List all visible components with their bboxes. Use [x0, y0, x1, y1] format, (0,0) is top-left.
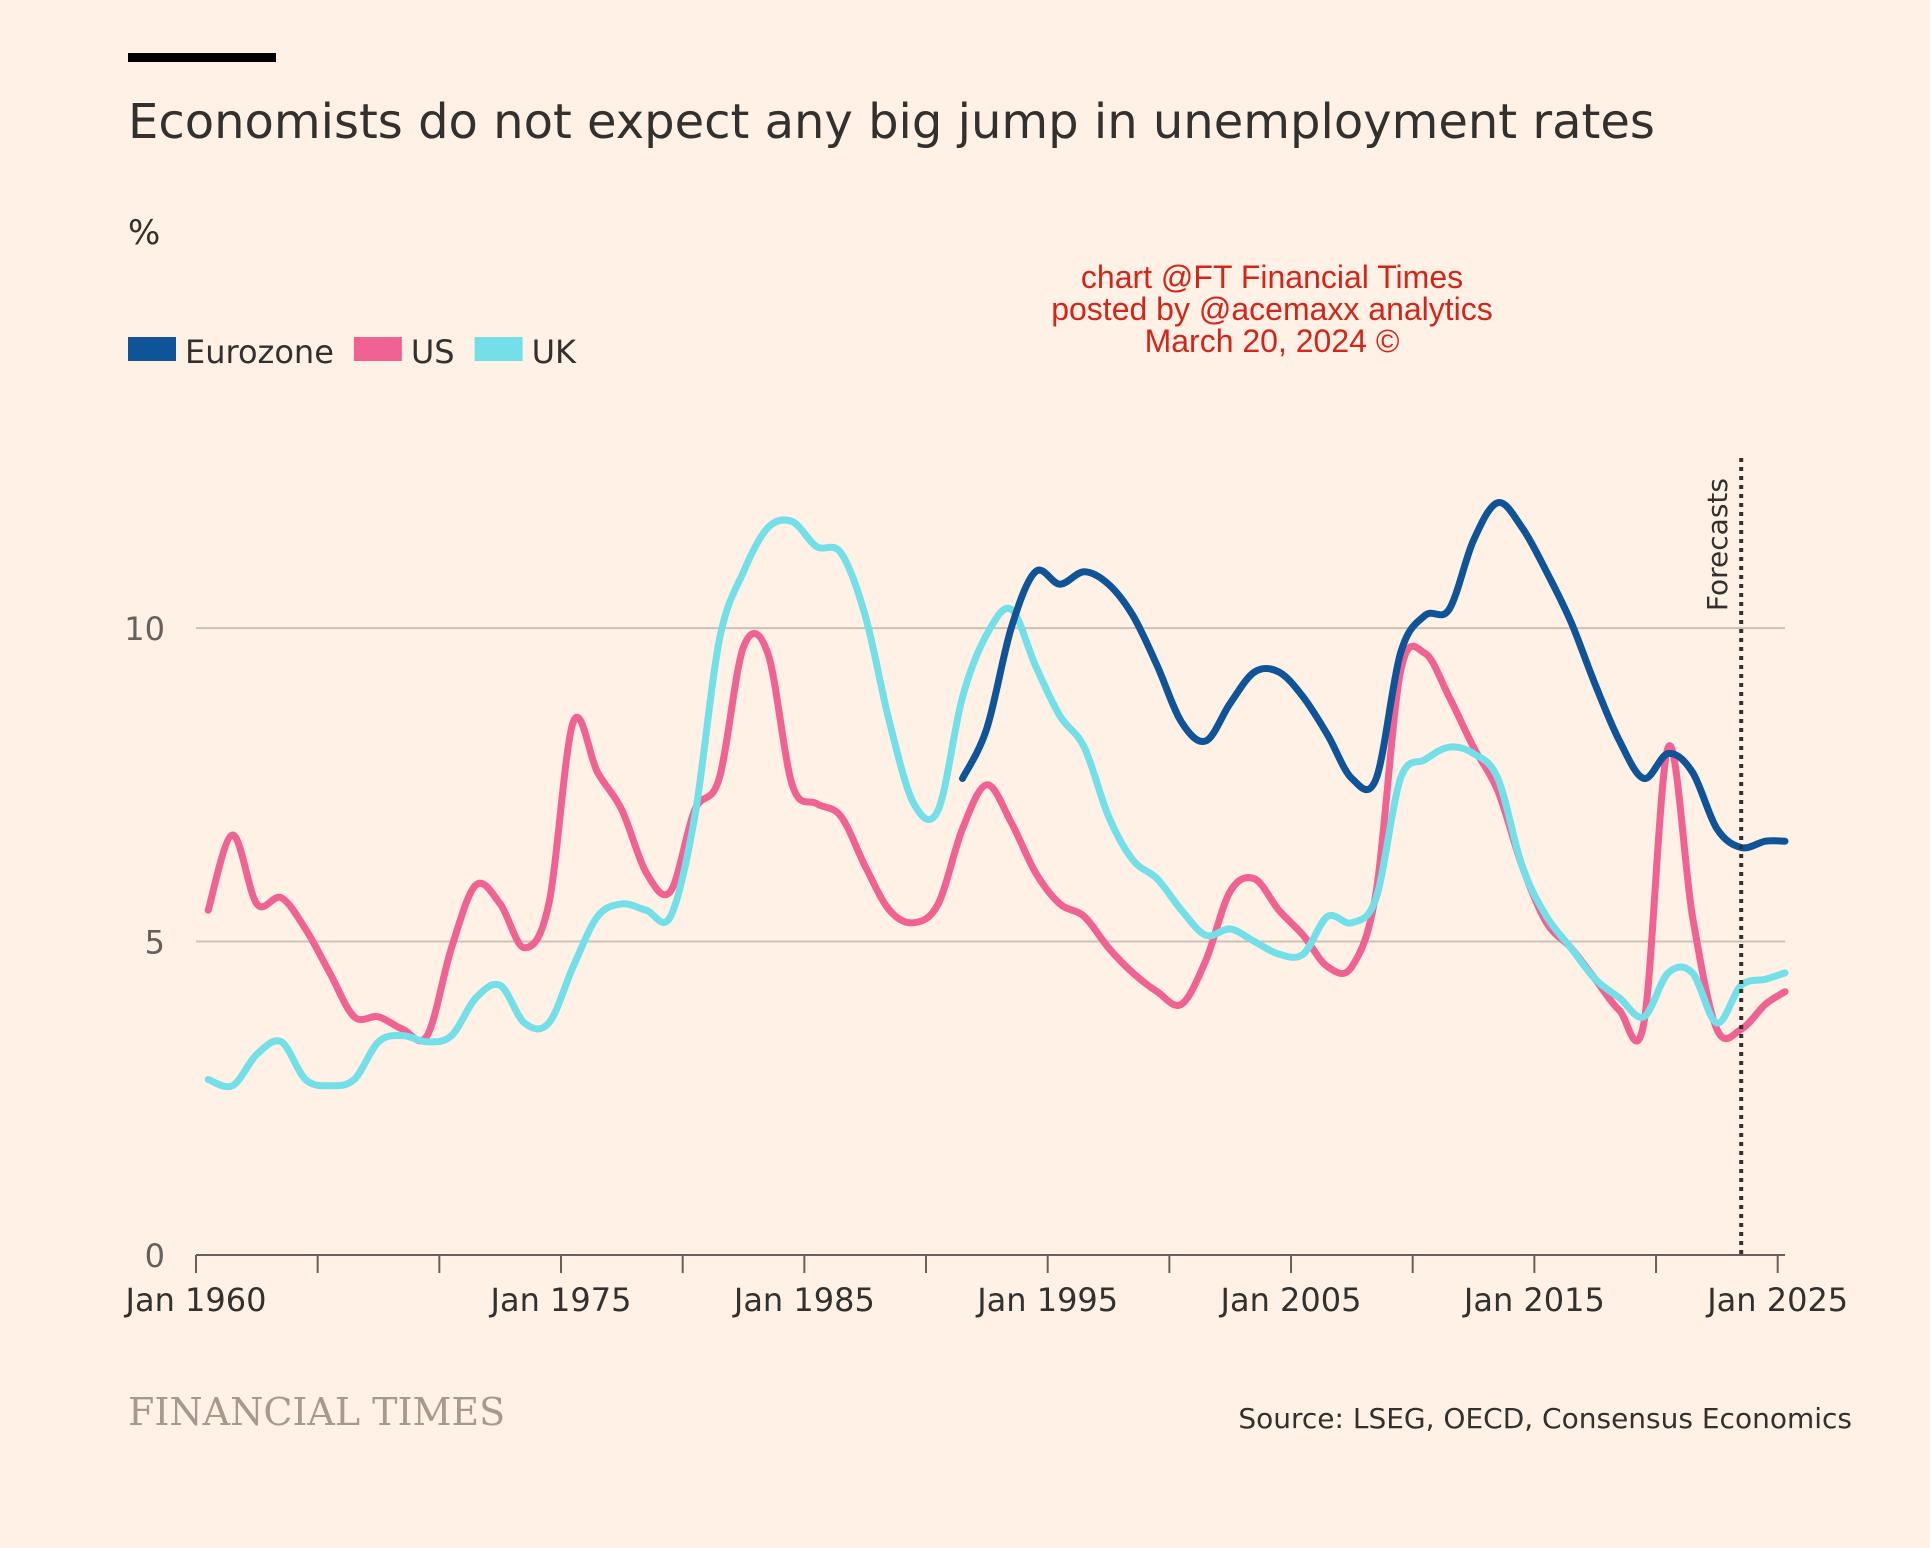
watermark-line-1: chart @FT Financial Times	[1081, 259, 1463, 295]
x-tick-label: Jan 1960	[124, 1281, 267, 1319]
legend-swatch-us	[353, 337, 402, 361]
source-note: Source: LSEG, OECD, Consensus Economics	[1238, 1402, 1852, 1435]
legend-swatch-eurozone	[128, 337, 176, 361]
x-tick-label: Jan 2015	[1462, 1281, 1605, 1319]
watermark-line-2: posted by @acemaxx analytics	[1051, 291, 1493, 327]
x-tick-label: Jan 1975	[489, 1281, 632, 1319]
watermark: chart @FT Financial Times posted by @ace…	[1051, 259, 1493, 359]
title-accent-bar	[128, 53, 276, 62]
y-tick-label: 0	[145, 1237, 165, 1275]
forecast-marker: Forecasts	[1701, 458, 1744, 1255]
legend-label-eurozone: Eurozone	[185, 333, 334, 371]
ft-brand: FINANCIAL TIMES	[128, 1390, 505, 1434]
legend-swatch-uk	[474, 337, 523, 361]
series-line-uk	[204, 516, 1789, 1091]
x-tick-label: Jan 1995	[975, 1281, 1118, 1319]
x-tick-label: Jan 1985	[732, 1281, 875, 1319]
legend: Eurozone US UK	[128, 333, 577, 371]
series-lines	[204, 499, 1789, 1091]
x-tick-label: Jan 2005	[1219, 1281, 1362, 1319]
x-axis: Jan 1960 Jan 1975 Jan 1985 Jan 1995 Jan 2005…	[124, 1254, 1848, 1319]
chart-title: Economists do not expect any big jump in…	[128, 94, 1655, 150]
legend-label-us: US	[411, 333, 455, 371]
legend-label-uk: UK	[532, 333, 577, 371]
series-line-eurozone	[959, 499, 1789, 852]
watermark-line-3: March 20, 2024 ©	[1145, 323, 1400, 359]
x-tick-label: Jan 2025	[1705, 1281, 1848, 1319]
forecast-label: Forecasts	[1701, 478, 1734, 611]
y-axis-ticks: 0 5 10	[124, 610, 165, 1275]
y-tick-label: 5	[145, 924, 165, 962]
y-axis-unit: %	[128, 213, 160, 253]
y-tick-label: 10	[124, 610, 165, 648]
